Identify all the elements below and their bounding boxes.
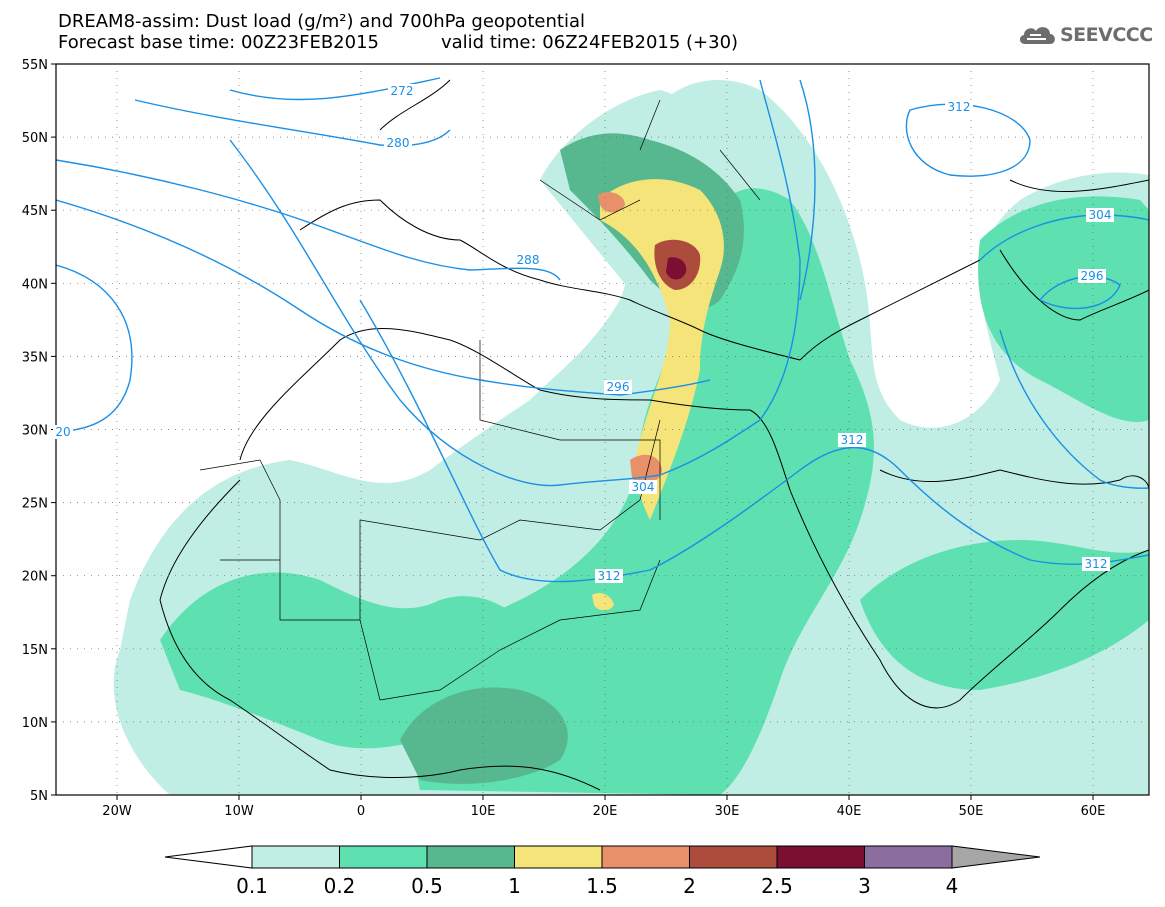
contour-label-bg bbox=[53, 425, 73, 439]
lon-label: 60E bbox=[1081, 804, 1106, 819]
lat-label: 35N bbox=[22, 350, 48, 365]
contour-label: 304 bbox=[1089, 208, 1112, 222]
contour-label-bg bbox=[838, 433, 866, 447]
lon-label: 20E bbox=[593, 804, 618, 819]
colorbar-swatch bbox=[689, 845, 778, 869]
lon-label: 40E bbox=[837, 804, 862, 819]
contour-label: 272 bbox=[391, 84, 414, 98]
lat-label: 40N bbox=[22, 277, 48, 292]
contour-label-bg bbox=[945, 100, 973, 114]
lon-label: 10W bbox=[224, 804, 254, 819]
seevccc-logo: SEEVCCC bbox=[1017, 22, 1153, 48]
colorbar-extend-high bbox=[951, 845, 1041, 869]
lat-label: 10N bbox=[22, 716, 48, 731]
colorbar-label: 4 bbox=[946, 874, 959, 898]
colorbar-swatch bbox=[776, 845, 865, 869]
colorbar-label: 1 bbox=[508, 874, 521, 898]
contour-label: 296 bbox=[607, 380, 630, 394]
contour-label: 312 bbox=[841, 433, 864, 447]
colorbar-label: 3 bbox=[858, 874, 871, 898]
colorbar-swatch bbox=[514, 845, 603, 869]
contour-label-bg bbox=[595, 569, 623, 583]
contour-label: 280 bbox=[387, 136, 410, 150]
contour-label: 312 bbox=[1085, 557, 1108, 571]
contour-label-bg bbox=[1082, 557, 1110, 571]
colorbar-swatch bbox=[601, 845, 690, 869]
colorbar-swatch bbox=[251, 845, 340, 869]
contour-label-bg bbox=[514, 253, 542, 267]
colorbar-label: 0.5 bbox=[411, 874, 443, 898]
map-subtitle: Forecast base time: 00Z23FEB2015 valid ti… bbox=[58, 33, 738, 53]
colorbar-label: 2.5 bbox=[761, 874, 793, 898]
contour-label-bg bbox=[604, 380, 632, 394]
lon-label: 30E bbox=[715, 804, 740, 819]
contour-label-bg bbox=[1086, 208, 1114, 222]
lon-label: 50E bbox=[959, 804, 984, 819]
lat-label: 20N bbox=[22, 570, 48, 585]
dust-shading bbox=[113, 80, 1149, 795]
lon-label: 10E bbox=[471, 804, 496, 819]
colorbar-swatch bbox=[864, 845, 953, 869]
lat-label: 45N bbox=[22, 204, 48, 219]
lat-label: 30N bbox=[22, 424, 48, 439]
contour-label: 20 bbox=[55, 425, 70, 439]
lat-label: 50N bbox=[22, 131, 48, 146]
map-title: DREAM8-assim: Dust load (g/m²) and 700hP… bbox=[58, 11, 585, 32]
colorbar-label: 2 bbox=[683, 874, 696, 898]
valid-time: valid time: 06Z24FEB2015 (+30) bbox=[441, 32, 739, 53]
lon-label: 0 bbox=[357, 804, 365, 819]
contour-label: 312 bbox=[598, 569, 621, 583]
contour-label: 296 bbox=[1081, 269, 1104, 283]
contour-label-bg bbox=[384, 136, 412, 150]
contour-label-bg bbox=[388, 84, 416, 98]
lat-label: 55N bbox=[22, 58, 48, 73]
graticule bbox=[56, 64, 1149, 795]
colorbar: 0.1 0.2 0.5 1 1.5 2 2.5 3 4 bbox=[164, 845, 1041, 898]
colorbar-label: 1.5 bbox=[586, 874, 618, 898]
contour-label: 288 bbox=[517, 253, 540, 267]
borders bbox=[199, 99, 761, 701]
lat-label: 5N bbox=[30, 789, 48, 804]
lat-label: 25N bbox=[22, 497, 48, 512]
contour-label: 304 bbox=[632, 480, 655, 494]
colorbar-label: 0.2 bbox=[324, 874, 356, 898]
coastlines bbox=[159, 79, 1149, 791]
colorbar-label: 0.1 bbox=[236, 874, 268, 898]
contour-labels: 272 280 288 296 304 312 312 312 312 304 296 20 bbox=[53, 84, 1114, 583]
logo-text: SEEVCCC bbox=[1060, 24, 1153, 46]
lon-label: 20W bbox=[102, 804, 132, 819]
contour-label: 312 bbox=[948, 100, 971, 114]
contour-label-bg bbox=[1078, 269, 1106, 283]
lat-label: 15N bbox=[22, 643, 48, 658]
map-background bbox=[56, 64, 1149, 795]
contour-label-bg bbox=[629, 480, 657, 494]
colorbar-extend-low bbox=[164, 845, 253, 869]
axis-ticks: 55N 50N 45N 40N 35N 30N 25N 20N 15N 10N 5N 20W 10W 0 1… bbox=[22, 58, 1106, 819]
colorbar-swatch bbox=[426, 845, 515, 869]
colorbar-swatch bbox=[339, 845, 428, 869]
base-time: Forecast base time: 00Z23FEB2015 bbox=[58, 32, 379, 53]
cloud-icon bbox=[1019, 27, 1055, 44]
